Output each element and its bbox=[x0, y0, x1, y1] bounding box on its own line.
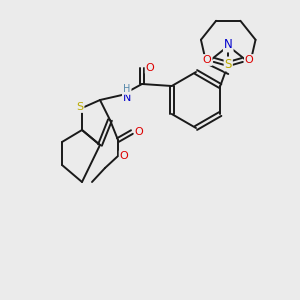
Text: O: O bbox=[203, 55, 212, 65]
Text: O: O bbox=[120, 151, 128, 161]
Text: O: O bbox=[245, 55, 254, 65]
Text: N: N bbox=[224, 38, 233, 52]
Text: O: O bbox=[135, 127, 143, 137]
Text: S: S bbox=[225, 58, 232, 70]
Text: O: O bbox=[146, 63, 154, 73]
Text: H: H bbox=[123, 84, 131, 94]
Text: N: N bbox=[123, 93, 131, 103]
Text: S: S bbox=[76, 102, 84, 112]
